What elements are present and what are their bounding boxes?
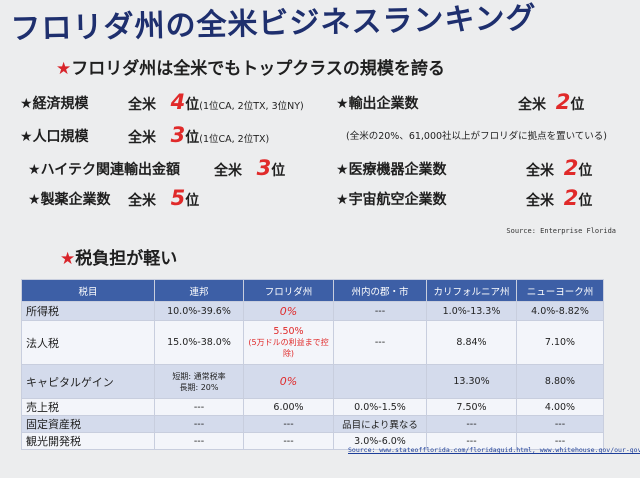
row-label: 法人税 <box>21 320 155 365</box>
table-row: 固定資産税 --- --- 品目により異なる --- --- <box>21 415 604 433</box>
table-cell: 4.00% <box>516 398 604 416</box>
table-header-row: 税目 連邦 フロリダ州 州内の郡・市 カリフォルニア州 ニューヨーク州 <box>21 279 604 302</box>
star-icon: ★ <box>60 249 76 269</box>
table-cell: 13.30% <box>426 364 517 399</box>
table-cell: --- <box>154 432 244 450</box>
table-cell: --- <box>426 432 517 450</box>
ranking-label: ★ハイテク関連輸出金額 <box>28 162 181 178</box>
page-title: フロリダ州の全米ビジネスランキング <box>10 0 537 47</box>
star-icon: ★ <box>56 59 72 79</box>
table-cell: 1.0%-13.3% <box>426 301 517 321</box>
table-cell: 5.50% (5万ドルの利益まで控除) <box>243 320 334 365</box>
table-cell: 10.0%-39.6% <box>154 301 244 321</box>
column-header: カリフォルニア州 <box>426 279 517 302</box>
table-cell: --- <box>243 415 334 433</box>
table-row: キャピタルゲイン 短期: 通常税率 長期: 20% 0% 13.30% 8.80% <box>21 364 604 399</box>
table-cell: --- <box>154 415 244 433</box>
ranking-label: ★医療機器企業数 <box>336 162 447 178</box>
star-icon: ★ <box>28 192 41 208</box>
column-header: 税目 <box>21 279 155 302</box>
row-label: 所得税 <box>21 301 155 321</box>
table-cell: 8.84% <box>426 320 517 365</box>
row-label: 売上税 <box>21 398 155 416</box>
tax-table: 税目 連邦 フロリダ州 州内の郡・市 カリフォルニア州 ニューヨーク州 所得税 … <box>21 279 604 450</box>
star-icon: ★ <box>28 162 41 178</box>
table-cell: 3.0%-6.0% <box>333 432 427 450</box>
table-cell: 品目により異なる <box>333 415 427 433</box>
star-icon: ★ <box>336 162 349 178</box>
ranking-value: 全米 4位(1位CA, 2位TX, 3位NY) <box>128 90 304 114</box>
star-icon: ★ <box>336 192 349 208</box>
table-cell: --- <box>426 415 517 433</box>
ranking-value: 全米 2位 <box>518 90 585 114</box>
ranking-value: 全米 3位 <box>214 156 286 180</box>
ranking-value: 全米 3位(1位CA, 2位TX) <box>128 123 270 147</box>
row-label: 観光開発税 <box>21 432 155 450</box>
ranking-label: ★人口規模 <box>20 129 89 145</box>
table-row: 所得税 10.0%-39.6% 0% --- 1.0%-13.3% 4.0%-8… <box>21 301 604 321</box>
row-label: キャピタルゲイン <box>21 364 155 399</box>
table-cell: 7.10% <box>516 320 604 365</box>
ranking-value: 全米 2位 <box>526 156 593 180</box>
source-note: Source: Enterprise Florida <box>506 227 616 235</box>
table-cell: 0% <box>243 301 334 321</box>
table-row: 売上税 --- 6.00% 0.0%-1.5% 7.50% 4.00% <box>21 398 604 416</box>
table-cell: 4.0%-8.82% <box>516 301 604 321</box>
table-row: 法人税 15.0%-38.0% 5.50% (5万ドルの利益まで控除) --- 8… <box>21 320 604 365</box>
ranking-label: ★経済規模 <box>20 96 89 112</box>
star-icon: ★ <box>20 129 33 145</box>
table-row: 観光開発税 --- --- 3.0%-6.0% --- --- <box>21 432 604 450</box>
ranking-value: 全米 2位 <box>526 186 593 210</box>
row-label: 固定資産税 <box>21 415 155 433</box>
ranking-label: ★製薬企業数 <box>28 192 111 208</box>
table-cell: --- <box>243 432 334 450</box>
table-cell: --- <box>333 320 427 365</box>
table-cell: 15.0%-38.0% <box>154 320 244 365</box>
export-note: (全米の20%、61,000社以上がフロリダに拠点を置いている) <box>346 131 607 142</box>
column-header: ニューヨーク州 <box>516 279 604 302</box>
subtitle-text: フロリダ州は全米でもトップクラスの規模を誇る <box>71 59 445 79</box>
star-icon: ★ <box>336 96 349 112</box>
column-header: 連邦 <box>154 279 244 302</box>
table-cell: 0.0%-1.5% <box>333 398 427 416</box>
table-cell <box>333 364 427 399</box>
star-icon: ★ <box>20 96 33 112</box>
column-header: 州内の郡・市 <box>333 279 427 302</box>
tax-heading: ★税負担が軽い <box>60 249 178 269</box>
table-cell: 6.00% <box>243 398 334 416</box>
subtitle: ★フロリダ州は全米でもトップクラスの規模を誇る <box>56 54 445 79</box>
table-cell: 7.50% <box>426 398 517 416</box>
ranking-label: ★輸出企業数 <box>336 96 419 112</box>
table-cell: --- <box>516 415 604 433</box>
source-links[interactable]: Source: www.stateofflorida.com/floridagu… <box>348 446 640 454</box>
ranking-label: ★宇宙航空企業数 <box>336 192 447 208</box>
column-header: フロリダ州 <box>243 279 334 302</box>
table-cell: --- <box>333 301 427 321</box>
table-cell: 8.80% <box>516 364 604 399</box>
ranking-value: 全米 5位 <box>128 186 200 210</box>
table-cell: --- <box>154 398 244 416</box>
table-cell: 0% <box>243 364 334 399</box>
table-cell: --- <box>516 432 604 450</box>
table-cell: 短期: 通常税率 長期: 20% <box>154 364 244 399</box>
